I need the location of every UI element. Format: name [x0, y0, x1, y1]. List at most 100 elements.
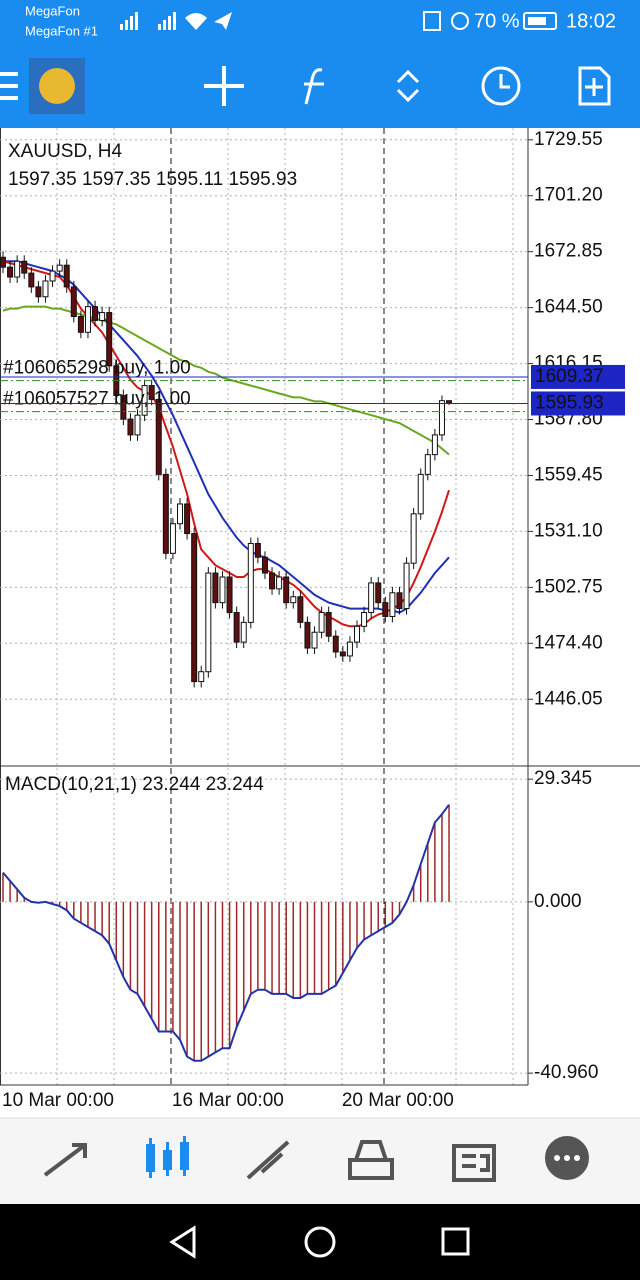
- candle-body: [70, 286, 77, 318]
- candle-body: [375, 582, 382, 604]
- x-tick-label: 16 Mar 00:00: [172, 1090, 284, 1111]
- candle-body: [410, 513, 417, 564]
- candle-body: [382, 602, 389, 617]
- candle-body: [290, 596, 297, 604]
- indicator-line: [3, 260, 450, 614]
- candle-body: [77, 316, 84, 333]
- candle-body: [240, 621, 247, 643]
- battery-level: 70 %: [474, 10, 520, 32]
- x-tick-label: 10 Mar 00:00: [2, 1090, 114, 1111]
- app-logo-coin: [39, 68, 75, 104]
- y-tick-label: 1474.40: [534, 632, 603, 653]
- candle-body: [354, 625, 360, 643]
- y-tick-label: 1672.85: [534, 241, 603, 262]
- candle-body: [438, 400, 445, 436]
- indicator-line: [2, 305, 450, 456]
- y-tick-label: 1531.10: [534, 520, 603, 541]
- candle-body: [368, 582, 375, 614]
- candle-body: [106, 312, 113, 367]
- tab-bar: [0, 1118, 640, 1204]
- candle-body: [99, 312, 106, 321]
- nav-buttons[interactable]: [169, 1225, 470, 1259]
- indicator-line: [2, 260, 450, 628]
- signal-icons: [120, 11, 557, 31]
- candle-body: [276, 576, 283, 590]
- candle-body: [219, 576, 226, 604]
- y-tick-label: 1446.05: [534, 688, 603, 709]
- carrier: MegaFon: [25, 3, 80, 18]
- candle-body: [205, 572, 212, 673]
- price-label-box: [531, 391, 625, 416]
- y-tick-label: -40.960: [534, 1062, 598, 1083]
- ohlc-text: 1597.35 1597.35 1595.11 1595.93: [8, 169, 297, 190]
- y-tick-label: 1644.50: [534, 297, 603, 318]
- macd-signal: [2, 804, 450, 1062]
- candle-body: [297, 596, 304, 623]
- candle-body: [389, 592, 396, 617]
- candle-body: [14, 260, 21, 278]
- y-tick-label: 29.345: [534, 768, 592, 789]
- candle-body: [417, 473, 424, 515]
- candle-body: [169, 523, 176, 554]
- clock: 18:02: [566, 10, 616, 32]
- candle-body: [198, 671, 205, 683]
- candle-body: [346, 641, 353, 657]
- macd-title: MACD(10,21,1) 23.244 23.244: [5, 774, 264, 795]
- candle-body: [396, 592, 403, 610]
- tab-charts-active[interactable]: [146, 1136, 189, 1178]
- candle-body: [134, 414, 141, 436]
- candle-body: [212, 572, 219, 604]
- candle-body: [339, 651, 346, 657]
- toolbar-icons[interactable]: [0, 66, 611, 106]
- candle-body: [283, 576, 290, 604]
- candle-body: [155, 398, 162, 475]
- order-label: #106057527 buy, 1.00: [3, 389, 191, 410]
- candle-body: [269, 572, 276, 590]
- candle-body: [120, 394, 127, 420]
- candle-body: [424, 454, 431, 475]
- chat-dots: [554, 1155, 580, 1161]
- carrier: MegaFon #1: [25, 23, 98, 38]
- candle-body: [35, 286, 42, 298]
- price-label: 1609.37: [535, 366, 604, 387]
- y-tick-label: 1502.75: [534, 576, 603, 597]
- candle-body: [63, 264, 70, 288]
- candle-body: [49, 270, 56, 282]
- y-tick-label: 1701.20: [534, 185, 603, 206]
- candle-body: [254, 542, 261, 558]
- y-tick-label: 0.000: [534, 891, 582, 912]
- candle-body: [233, 612, 240, 643]
- candle-body: [21, 260, 28, 274]
- candle-body: [247, 542, 254, 623]
- price-label-box: [531, 364, 625, 389]
- price-label: 1595.93: [535, 392, 604, 413]
- nav-bar: [0, 1204, 640, 1280]
- candle-body: [127, 418, 134, 436]
- candle-body: [7, 266, 14, 278]
- candle-body: [162, 473, 169, 554]
- plot: 1729.551701.201672.851644.501616.151587.…: [0, 129, 625, 1111]
- candle-body: [177, 503, 183, 525]
- candle-body: [184, 503, 191, 535]
- y-tick-label: 1729.55: [534, 129, 603, 150]
- candle-body: [141, 385, 148, 416]
- candle-body: [261, 556, 268, 574]
- order-label: #106065298 buy, 1.00: [3, 358, 191, 379]
- candle-body: [92, 306, 99, 321]
- candle-body: [191, 533, 198, 683]
- candle-body: [431, 434, 438, 456]
- candle-body: [311, 631, 318, 649]
- chart-borders: [0, 128, 640, 1086]
- candle-body: [42, 280, 49, 298]
- candle-body: [56, 264, 63, 272]
- candle-body: [318, 612, 325, 633]
- candle-body: [403, 562, 410, 610]
- x-tick-label: 20 Mar 00:00: [342, 1090, 454, 1111]
- candle-body: [148, 385, 155, 400]
- candle-body: [84, 306, 91, 333]
- candle-body: [0, 256, 6, 268]
- chart-title: XAUUSD, H4: [8, 141, 122, 162]
- candle-body: [226, 576, 233, 614]
